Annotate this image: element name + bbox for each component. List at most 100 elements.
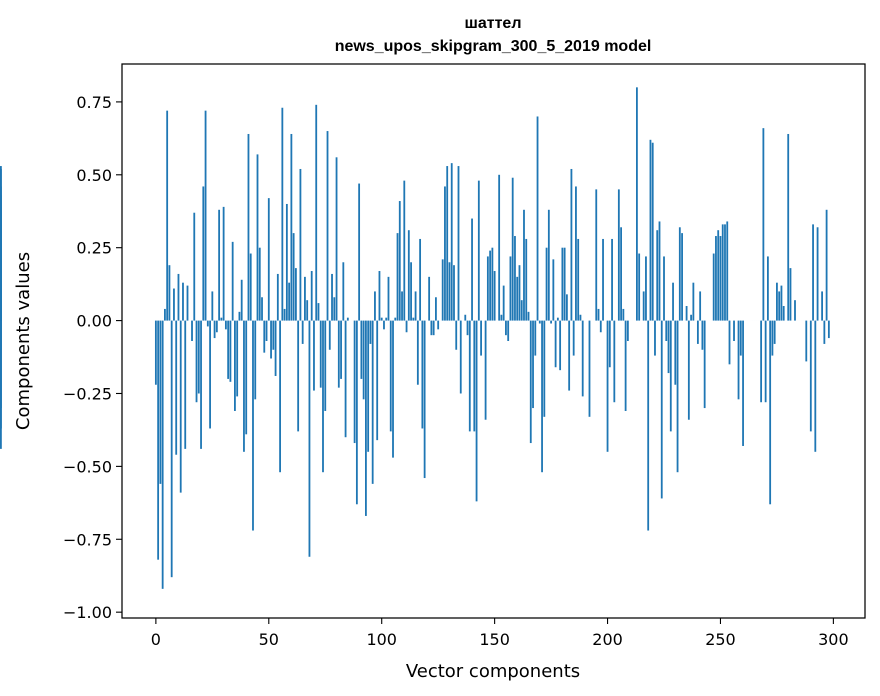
bar xyxy=(317,303,320,321)
bar xyxy=(407,230,410,321)
x-axis-ticks: 0 50 100 150 200 250 300 xyxy=(151,618,849,649)
bar xyxy=(789,268,792,321)
bar xyxy=(532,320,534,409)
bar xyxy=(696,320,699,344)
bar xyxy=(737,320,740,400)
bar xyxy=(491,247,494,321)
bar xyxy=(401,291,403,321)
bar xyxy=(211,291,214,321)
bar xyxy=(771,320,774,356)
bar xyxy=(525,238,528,321)
bar xyxy=(274,320,277,376)
bar xyxy=(435,297,437,321)
bar xyxy=(191,320,193,341)
bar xyxy=(301,320,304,344)
bar xyxy=(412,317,415,321)
bar xyxy=(692,282,695,321)
bar xyxy=(687,320,690,420)
bar xyxy=(385,317,388,321)
bar xyxy=(154,320,157,385)
bar xyxy=(570,168,573,321)
bar xyxy=(234,320,236,411)
bar xyxy=(355,320,358,505)
bar xyxy=(459,320,462,394)
bar xyxy=(552,259,555,321)
bar xyxy=(249,253,252,321)
bar xyxy=(547,209,550,321)
bar xyxy=(658,221,661,321)
bar xyxy=(236,320,239,397)
bar xyxy=(821,291,823,321)
bar xyxy=(563,247,566,321)
bar xyxy=(297,320,300,432)
bar xyxy=(500,314,503,321)
bar xyxy=(254,320,257,400)
plot-frame xyxy=(121,63,866,619)
bar xyxy=(444,186,446,321)
bar xyxy=(337,320,340,388)
bar xyxy=(502,285,505,321)
bar xyxy=(498,174,501,321)
bar xyxy=(346,317,349,321)
bar xyxy=(380,317,383,321)
bar xyxy=(486,256,489,321)
bar xyxy=(360,320,363,379)
x-tick-label: 0 xyxy=(151,630,161,649)
bar xyxy=(471,218,473,321)
bar xyxy=(313,320,315,391)
bar xyxy=(473,320,476,432)
bar xyxy=(477,180,480,321)
bar xyxy=(541,320,543,473)
bar xyxy=(464,314,467,321)
bar xyxy=(712,253,715,321)
chart-title-line-1: шаттел xyxy=(465,15,522,32)
bar xyxy=(676,320,679,473)
bar xyxy=(617,189,620,321)
bar xyxy=(281,107,284,321)
bar xyxy=(238,311,241,321)
bar xyxy=(299,168,302,321)
bar xyxy=(674,320,677,385)
bar xyxy=(814,320,817,452)
bar xyxy=(514,236,516,321)
bar xyxy=(432,320,435,336)
bar xyxy=(369,320,372,344)
bar xyxy=(213,320,216,339)
bar xyxy=(218,209,221,321)
bar xyxy=(656,230,659,321)
bar xyxy=(416,320,419,385)
bar xyxy=(805,320,808,362)
bar xyxy=(809,320,812,432)
bar xyxy=(672,282,674,321)
bar xyxy=(511,177,514,321)
bar xyxy=(455,320,458,350)
bar xyxy=(466,320,469,336)
bar xyxy=(396,233,399,321)
bar xyxy=(778,291,781,321)
y-tick-label: 0.25 xyxy=(76,239,112,258)
bar xyxy=(376,320,379,441)
bar xyxy=(505,320,507,336)
bar xyxy=(423,320,426,479)
y-tick-label: −0.50 xyxy=(63,457,112,476)
bar xyxy=(457,166,460,321)
bar xyxy=(170,320,173,578)
bar xyxy=(344,320,347,438)
bar xyxy=(721,224,724,321)
bar xyxy=(240,279,243,321)
bar xyxy=(733,320,735,341)
y-axis-ticks: 0.75 0.50 0.25 0.00 −0.25 −0.50 −0.75 −1.00 xyxy=(63,93,122,622)
y-tick-label: −1.00 xyxy=(63,603,112,622)
bar xyxy=(378,271,381,321)
bar xyxy=(276,273,279,321)
bar xyxy=(308,320,311,557)
bar xyxy=(265,320,268,341)
bar xyxy=(453,265,455,321)
bar xyxy=(681,233,683,321)
bar xyxy=(227,320,230,379)
bar xyxy=(667,320,670,374)
bar xyxy=(773,320,776,344)
bar xyxy=(812,224,814,321)
bar xyxy=(306,300,309,321)
